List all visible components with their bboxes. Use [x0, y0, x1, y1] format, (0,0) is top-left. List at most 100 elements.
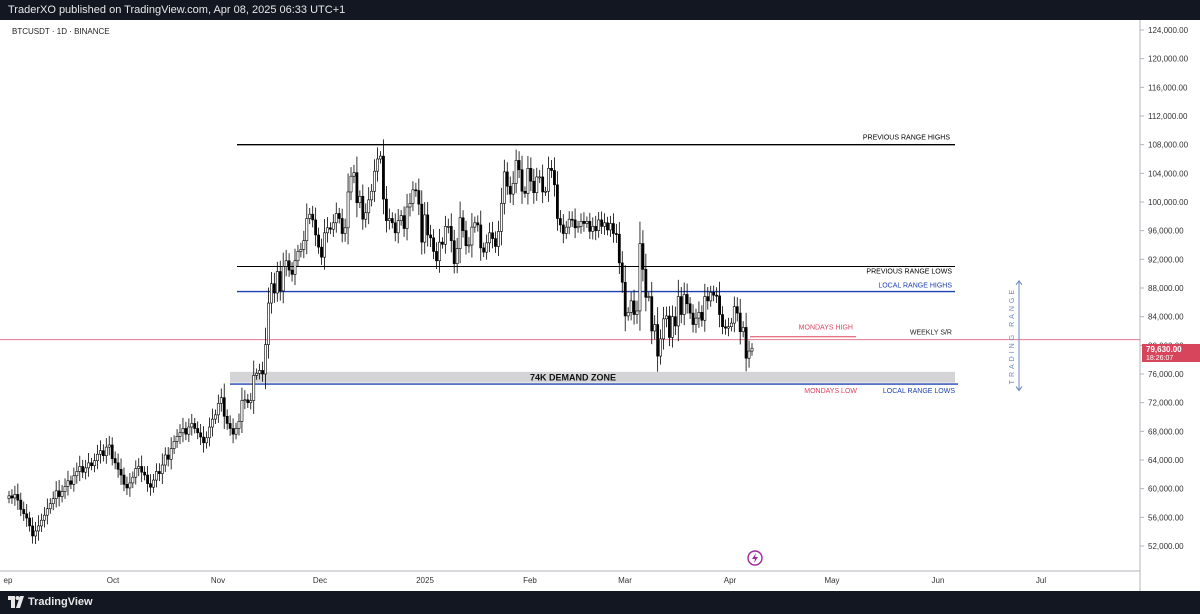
- candle[interactable]: [423, 202, 427, 254]
- candle[interactable]: [113, 451, 117, 470]
- candle[interactable]: [163, 447, 167, 472]
- candle[interactable]: [202, 426, 205, 453]
- candle[interactable]: [673, 306, 677, 336]
- candle[interactable]: [243, 390, 247, 410]
- candle[interactable]: [420, 190, 424, 255]
- candle[interactable]: [606, 216, 609, 236]
- candle[interactable]: [134, 460, 138, 485]
- candle[interactable]: [402, 206, 406, 237]
- candle[interactable]: [208, 417, 211, 447]
- candle[interactable]: [703, 283, 707, 332]
- candle[interactable]: [367, 187, 371, 225]
- candle[interactable]: [499, 187, 503, 246]
- candle[interactable]: [706, 286, 710, 310]
- candle[interactable]: [396, 208, 400, 244]
- candle[interactable]: [694, 308, 698, 333]
- candle[interactable]: [659, 329, 662, 365]
- candle[interactable]: [157, 463, 161, 482]
- candle[interactable]: [597, 212, 601, 238]
- candle[interactable]: [146, 466, 149, 492]
- candle[interactable]: [735, 297, 739, 322]
- candle[interactable]: [261, 361, 264, 382]
- candle[interactable]: [676, 279, 680, 342]
- candle[interactable]: [429, 224, 433, 247]
- candle[interactable]: [290, 262, 294, 282]
- candle[interactable]: [623, 265, 627, 332]
- candle[interactable]: [231, 418, 235, 444]
- candle[interactable]: [399, 210, 403, 226]
- candle[interactable]: [452, 229, 456, 274]
- candle[interactable]: [494, 231, 497, 253]
- candle[interactable]: [741, 321, 745, 338]
- candle[interactable]: [323, 218, 326, 270]
- candle[interactable]: [455, 237, 459, 274]
- candle[interactable]: [744, 312, 748, 372]
- candle[interactable]: [665, 306, 668, 328]
- candle[interactable]: [553, 157, 556, 197]
- candle[interactable]: [502, 159, 506, 215]
- candle[interactable]: [249, 393, 253, 410]
- candle[interactable]: [656, 307, 660, 372]
- candle[interactable]: [387, 208, 391, 230]
- candle[interactable]: [302, 230, 306, 259]
- candle[interactable]: [638, 221, 642, 331]
- candlestick-chart[interactable]: 124,000.00 120,000.00 116,000.00 112,000.00…: [0, 20, 1200, 591]
- candle[interactable]: [443, 215, 447, 254]
- candle[interactable]: [426, 202, 430, 247]
- candle[interactable]: [116, 453, 120, 478]
- candle[interactable]: [187, 418, 191, 443]
- candle[interactable]: [538, 170, 542, 184]
- candle[interactable]: [340, 208, 344, 243]
- candle[interactable]: [449, 213, 453, 253]
- candle[interactable]: [346, 173, 350, 245]
- candle[interactable]: [331, 214, 335, 237]
- candle[interactable]: [603, 213, 606, 235]
- candle[interactable]: [228, 415, 232, 436]
- candle[interactable]: [72, 467, 76, 492]
- candle[interactable]: [544, 186, 548, 196]
- candle[interactable]: [585, 216, 589, 228]
- candle[interactable]: [523, 186, 527, 198]
- candle[interactable]: [382, 139, 385, 215]
- candle[interactable]: [119, 458, 123, 485]
- candle[interactable]: [588, 212, 592, 240]
- candle[interactable]: [199, 423, 203, 446]
- candle[interactable]: [738, 298, 742, 345]
- candle[interactable]: [308, 207, 312, 225]
- candle[interactable]: [19, 492, 23, 517]
- candle[interactable]: [181, 417, 185, 443]
- candle[interactable]: [379, 151, 382, 164]
- candle[interactable]: [10, 489, 14, 504]
- candle[interactable]: [299, 242, 303, 258]
- candle[interactable]: [476, 215, 480, 232]
- candle[interactable]: [240, 387, 244, 433]
- candle[interactable]: [435, 242, 438, 270]
- candle[interactable]: [688, 297, 692, 320]
- candle[interactable]: [128, 473, 132, 497]
- candle[interactable]: [508, 176, 512, 203]
- candle[interactable]: [532, 168, 536, 204]
- candle[interactable]: [57, 479, 61, 507]
- candle[interactable]: [467, 237, 471, 253]
- candle[interactable]: [222, 383, 226, 429]
- candle[interactable]: [564, 221, 568, 239]
- candle[interactable]: [355, 156, 359, 218]
- candle[interactable]: [446, 218, 450, 234]
- candle[interactable]: [679, 286, 683, 324]
- candle[interactable]: [547, 156, 550, 202]
- candle[interactable]: [270, 271, 273, 314]
- candle[interactable]: [750, 343, 754, 356]
- candle[interactable]: [614, 223, 618, 243]
- candle[interactable]: [54, 481, 58, 508]
- candle[interactable]: [570, 211, 574, 228]
- candle[interactable]: [721, 306, 724, 335]
- candle[interactable]: [107, 435, 111, 456]
- candle[interactable]: [166, 447, 170, 467]
- candle[interactable]: [81, 459, 85, 479]
- candle[interactable]: [216, 394, 220, 423]
- candle[interactable]: [653, 315, 657, 340]
- candle[interactable]: [535, 167, 539, 201]
- candle[interactable]: [441, 237, 444, 249]
- candle[interactable]: [211, 408, 214, 437]
- candle[interactable]: [137, 458, 141, 477]
